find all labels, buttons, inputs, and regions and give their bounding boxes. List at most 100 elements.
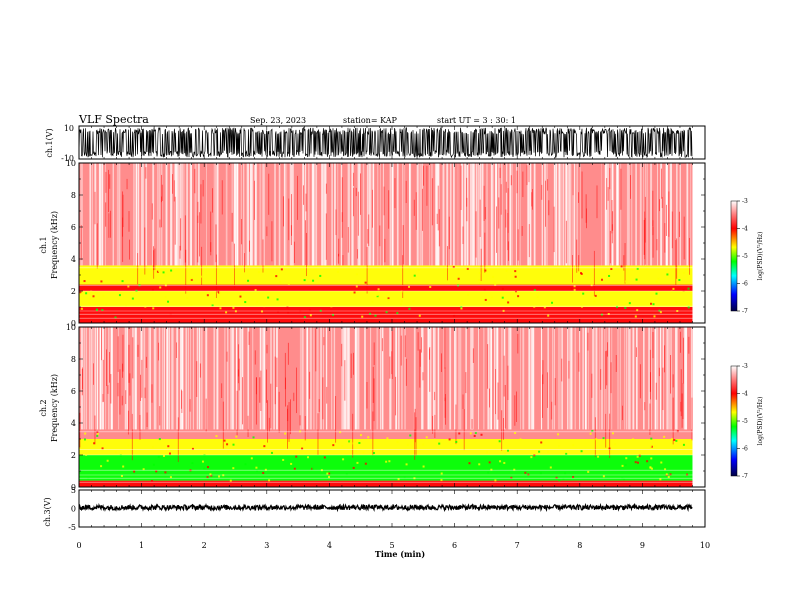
spectrogram-speckle	[348, 440, 351, 443]
spectrogram-streak	[80, 225, 82, 261]
spectrogram-speckle	[328, 472, 331, 475]
spectrogram-speckle	[157, 455, 160, 458]
spectrogram-streak	[263, 327, 265, 430]
spectrogram-streak	[596, 327, 598, 430]
spectrogram-streak	[119, 369, 121, 415]
ch3-ytick-label: -5	[68, 523, 76, 532]
spectrogram-streak	[366, 381, 368, 409]
spectrogram-streak	[402, 163, 404, 266]
spectrogram-streak	[566, 163, 568, 266]
spectrogram-streak	[672, 397, 674, 445]
spectrogram-streak	[135, 327, 137, 430]
spectrogram-streak	[366, 163, 368, 266]
spectrogram-streak	[163, 327, 165, 430]
spectrogram-streak	[558, 327, 560, 430]
spectrogram-streak	[108, 213, 110, 238]
spectrogram-streak	[122, 363, 123, 378]
spectrogram-streak	[287, 342, 289, 365]
spectrogram-streak	[322, 163, 324, 266]
spectrogram-speckle	[250, 457, 253, 460]
spectrogram-speckle	[624, 303, 627, 306]
spectrogram-streak	[604, 327, 606, 430]
spectrogram-streak	[212, 188, 213, 213]
spectrogram-speckle	[226, 443, 229, 446]
spectrogram-streak	[372, 366, 374, 403]
spectrogram-speckle	[499, 460, 502, 463]
spectrogram-speckle	[655, 280, 658, 283]
spectrogram-speckle	[299, 430, 302, 433]
spectrogram-speckle	[303, 279, 306, 282]
spectrogram-streak	[679, 211, 680, 238]
spectrogram-streak	[666, 204, 667, 236]
spectrogram-streak	[325, 213, 327, 260]
spectrogram-streak	[93, 363, 94, 385]
spectrogram-streak	[398, 327, 400, 430]
spectrogram-speckle	[678, 278, 681, 281]
spectrogram-streak	[161, 174, 162, 203]
ch2-colorbar: -3 -4 -5 -6 -7 log(PSD)(V²/Hz)	[730, 363, 764, 480]
spectrogram-streak	[180, 163, 182, 266]
spectrogram-speckle	[353, 293, 356, 296]
spectrogram-speckle	[513, 468, 516, 471]
spectrogram-speckle	[359, 434, 362, 437]
spectrogram-speckle	[355, 450, 358, 453]
spectrogram-streak	[607, 163, 610, 266]
spectrogram-streak	[309, 371, 311, 399]
spectrogram-streak	[605, 413, 607, 448]
spectrogram-streak	[400, 335, 402, 366]
spectrogram-streak	[353, 187, 354, 217]
spectrogram-streak	[278, 391, 280, 433]
spectrogram-speckle	[505, 269, 508, 272]
spectrogram-speckle	[538, 450, 541, 453]
spectrogram-speckle	[244, 301, 247, 304]
spectrogram-streak	[372, 163, 374, 266]
spectrogram-streak	[384, 238, 386, 263]
spectrogram-speckle	[664, 468, 667, 471]
spectrogram-speckle	[100, 465, 103, 468]
spectrogram-streak	[482, 163, 484, 266]
spectrogram-speckle	[479, 282, 482, 285]
spectrogram-streak	[515, 163, 518, 266]
spectrogram-streak	[505, 209, 507, 228]
spectrogram-streak	[422, 372, 424, 381]
spectrogram-speckle	[669, 473, 672, 476]
spectrogram-streak	[370, 163, 372, 266]
spectrogram-streak	[391, 163, 394, 266]
spectrogram-speckle	[624, 280, 627, 283]
spectrogram-streak	[381, 327, 383, 430]
spectrogram-speckle	[307, 456, 310, 459]
spectrogram-streak	[676, 238, 678, 279]
spectrogram-streak	[179, 245, 181, 259]
spectrogram-streak	[341, 343, 343, 367]
spectrogram-streak	[608, 327, 610, 430]
spectrogram-speckle	[663, 435, 666, 438]
spectrogram-speckle	[225, 311, 228, 314]
spectrogram-streak	[571, 163, 573, 266]
freq-tick-label: 2	[71, 287, 76, 296]
spectrogram-speckle	[439, 298, 442, 301]
spectrogram-streak	[308, 163, 310, 266]
spectrogram-streak	[101, 163, 104, 266]
spectrogram-streak	[109, 174, 111, 189]
spectrogram-speckle	[125, 304, 128, 307]
spectrogram-streak	[360, 173, 361, 215]
spectrogram-speckle	[636, 461, 639, 464]
spectrogram-streak	[244, 253, 246, 273]
spectrogram-streak	[341, 212, 343, 238]
spectrogram-streak	[423, 165, 424, 186]
spectrogram-streak	[259, 163, 262, 266]
spectrogram-speckle	[494, 283, 497, 286]
spectrogram-streak	[263, 327, 265, 430]
spectrogram-streak	[519, 163, 521, 266]
spectrogram-streak	[422, 188, 423, 231]
spectrogram-streak	[98, 163, 101, 266]
spectrogram-streak	[299, 327, 301, 430]
spectrogram-streak	[479, 199, 481, 237]
spectrogram-speckle	[101, 308, 104, 311]
spectrogram-speckle	[570, 287, 573, 290]
spectrogram-speckle	[555, 476, 558, 479]
spectrogram-speckle	[469, 432, 472, 435]
spectrogram-speckle	[364, 281, 367, 284]
spectrogram-streak	[447, 246, 448, 281]
